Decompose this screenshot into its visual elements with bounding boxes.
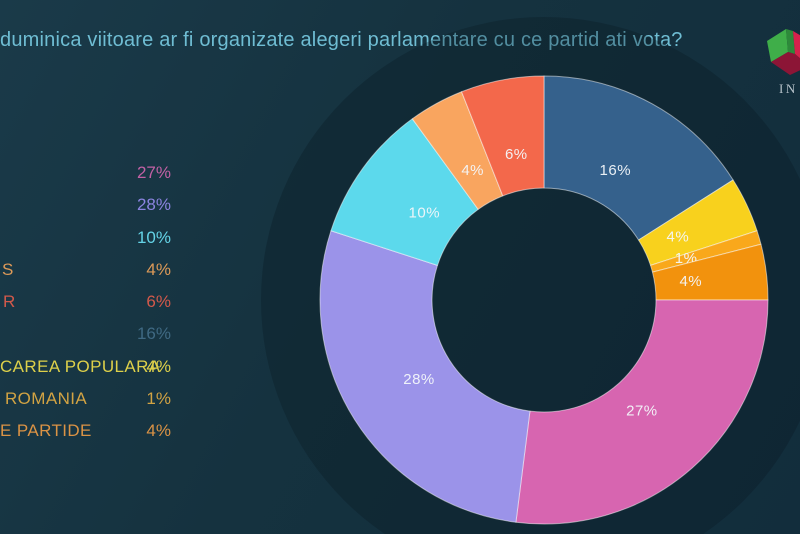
legend-label: S [2, 259, 14, 279]
legend-value: 4% [146, 356, 171, 376]
chart-legend: 27% 28% 10% S 4% R 6% 16% CAREA POPULARA… [0, 157, 171, 448]
slice-label: 4% [667, 229, 690, 246]
legend-label: E PARTIDE [0, 421, 92, 441]
slice-label: 10% [409, 205, 441, 222]
pie-slice [319, 230, 531, 523]
slice-label: 6% [505, 146, 528, 163]
legend-value: 1% [146, 389, 171, 409]
slice-label: 16% [600, 162, 632, 179]
inscop-logo: IN [766, 28, 800, 97]
legend-label: CAREA POPULARA [0, 356, 161, 376]
pie-slice [461, 75, 545, 197]
legend-label: R [3, 292, 16, 312]
legend-value: 28% [136, 195, 171, 215]
legend-value: 27% [136, 163, 171, 182]
legend-item: 28% [0, 189, 171, 221]
slice-label: 4% [679, 273, 702, 290]
legend-item: 10% [0, 222, 171, 254]
legend-value: 10% [136, 227, 171, 247]
legend-value: 6% [146, 292, 171, 312]
pie-slice [515, 299, 769, 525]
legend-item: CAREA POPULARA 4% [0, 351, 171, 383]
legend-value: 4% [146, 259, 171, 279]
legend-item: S 4% [0, 254, 171, 286]
page-title: duminica viitoare ar fi organizate alege… [0, 29, 683, 51]
logo-text: IN [779, 81, 798, 96]
slice-label: 27% [626, 403, 658, 420]
legend-label: ROMANIA [5, 389, 88, 409]
logo-cube-icon [767, 29, 800, 75]
slice-label: 4% [461, 162, 484, 179]
legend-item: 27% [0, 157, 171, 189]
legend-item: E PARTIDE 4% [0, 415, 171, 447]
legend-value: 16% [136, 324, 171, 344]
legend-item: ROMANIA 1% [0, 383, 171, 415]
legend-item: R 6% [0, 286, 171, 318]
slice-label: 28% [403, 371, 435, 388]
pie-slice [543, 75, 734, 241]
legend-item: 16% [0, 318, 171, 350]
legend-value: 4% [146, 421, 171, 441]
